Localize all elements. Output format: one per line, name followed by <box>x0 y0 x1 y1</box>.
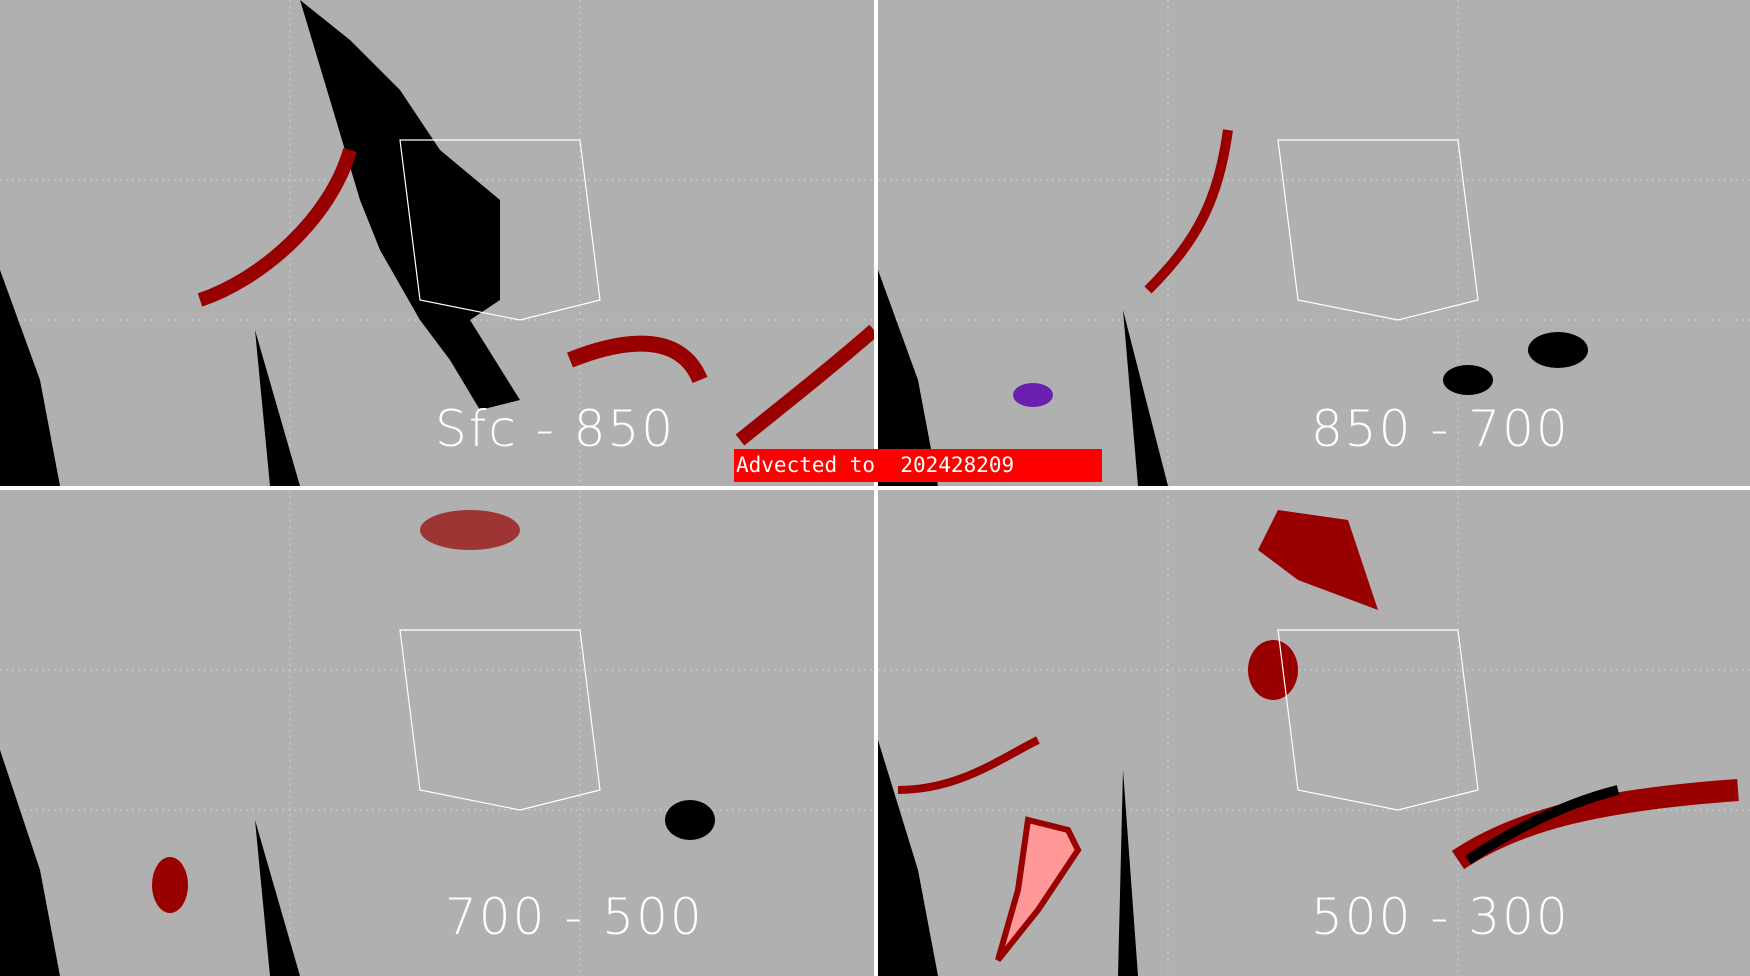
map-500-300 <box>878 490 1750 976</box>
panel-700-500: 700 - 500 <box>0 490 874 976</box>
advected-banner: Advected to 202428209 <box>734 449 1102 482</box>
map-700-500 <box>0 490 874 976</box>
panel-850-700: 850 - 700 <box>878 0 1750 486</box>
map-sfc-850 <box>0 0 874 486</box>
panel-500-300: 500 - 300 <box>878 490 1750 976</box>
panel-label: 850 - 700 <box>1311 400 1570 458</box>
panel-label: 500 - 300 <box>1311 888 1570 946</box>
panel-label: Sfc - 850 <box>435 400 676 458</box>
panel-label: 700 - 500 <box>445 888 704 946</box>
map-850-700 <box>878 0 1750 486</box>
panel-sfc-850: Sfc - 850 <box>0 0 874 486</box>
